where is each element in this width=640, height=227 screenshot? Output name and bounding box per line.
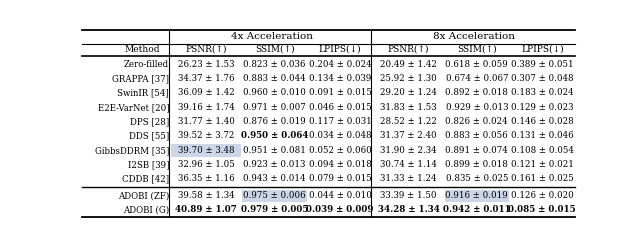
Text: 0.108 ± 0.054: 0.108 ± 0.054 bbox=[511, 146, 573, 155]
Text: 0.094 ± 0.018: 0.094 ± 0.018 bbox=[308, 160, 372, 169]
Text: 36.35 ± 1.16: 36.35 ± 1.16 bbox=[178, 175, 235, 183]
Text: 0.091 ± 0.015: 0.091 ± 0.015 bbox=[308, 89, 372, 97]
Text: 0.129 ± 0.023: 0.129 ± 0.023 bbox=[511, 103, 573, 112]
Text: 0.971 ± 0.007: 0.971 ± 0.007 bbox=[243, 103, 306, 112]
Text: 32.96 ± 1.05: 32.96 ± 1.05 bbox=[178, 160, 235, 169]
Text: 31.33 ± 1.24: 31.33 ± 1.24 bbox=[380, 175, 436, 183]
Text: ADOBI (ZF): ADOBI (ZF) bbox=[118, 191, 169, 200]
Text: 0.204 ± 0.024: 0.204 ± 0.024 bbox=[309, 60, 371, 69]
Text: 0.674 ± 0.067: 0.674 ± 0.067 bbox=[445, 74, 508, 83]
Text: GibbsDDRM [35]: GibbsDDRM [35] bbox=[95, 146, 169, 155]
Text: 0.975 ± 0.006: 0.975 ± 0.006 bbox=[243, 191, 306, 200]
Text: 0.923 ± 0.013: 0.923 ± 0.013 bbox=[243, 160, 306, 169]
Text: 0.951 ± 0.081: 0.951 ± 0.081 bbox=[243, 146, 306, 155]
Text: Zero-filled: Zero-filled bbox=[124, 60, 169, 69]
Text: 25.92 ± 1.30: 25.92 ± 1.30 bbox=[380, 74, 437, 83]
Text: 0.307 ± 0.048: 0.307 ± 0.048 bbox=[511, 74, 573, 83]
Text: DDS [55]: DDS [55] bbox=[129, 131, 169, 141]
Text: ADOBI (G): ADOBI (G) bbox=[123, 205, 169, 215]
Text: 0.942 ± 0.011: 0.942 ± 0.011 bbox=[443, 205, 511, 215]
FancyBboxPatch shape bbox=[445, 204, 509, 217]
Text: 0.126 ± 0.020: 0.126 ± 0.020 bbox=[511, 191, 573, 200]
Text: 0.916 ± 0.019: 0.916 ± 0.019 bbox=[445, 191, 508, 200]
Text: 31.37 ± 2.40: 31.37 ± 2.40 bbox=[380, 131, 436, 141]
FancyBboxPatch shape bbox=[510, 204, 575, 217]
Text: 0.146 ± 0.028: 0.146 ± 0.028 bbox=[511, 117, 573, 126]
FancyBboxPatch shape bbox=[172, 144, 241, 157]
Text: 31.90 ± 2.34: 31.90 ± 2.34 bbox=[380, 146, 436, 155]
Text: LPIPS(↓): LPIPS(↓) bbox=[521, 45, 564, 54]
Text: 39.58 ± 1.34: 39.58 ± 1.34 bbox=[178, 191, 235, 200]
Text: SwinIR [54]: SwinIR [54] bbox=[118, 89, 169, 97]
Text: 0.034 ± 0.048: 0.034 ± 0.048 bbox=[309, 131, 371, 141]
Text: 33.39 ± 1.50: 33.39 ± 1.50 bbox=[380, 191, 436, 200]
Text: I2SB [39]: I2SB [39] bbox=[128, 160, 169, 169]
Text: 0.899 ± 0.018: 0.899 ± 0.018 bbox=[445, 160, 508, 169]
Text: DPS [28]: DPS [28] bbox=[130, 117, 169, 126]
Text: 0.161 ± 0.025: 0.161 ± 0.025 bbox=[511, 175, 573, 183]
Text: 0.823 ± 0.036: 0.823 ± 0.036 bbox=[243, 60, 306, 69]
Text: 0.826 ± 0.024: 0.826 ± 0.024 bbox=[445, 117, 508, 126]
Text: 34.37 ± 1.76: 34.37 ± 1.76 bbox=[178, 74, 235, 83]
Text: 0.883 ± 0.044: 0.883 ± 0.044 bbox=[243, 74, 306, 83]
Text: 20.49 ± 1.42: 20.49 ± 1.42 bbox=[380, 60, 437, 69]
Text: Method: Method bbox=[125, 45, 160, 54]
Text: 0.079 ± 0.015: 0.079 ± 0.015 bbox=[308, 175, 371, 183]
Text: 29.20 ± 1.24: 29.20 ± 1.24 bbox=[380, 89, 437, 97]
Text: 0.979 ± 0.005: 0.979 ± 0.005 bbox=[241, 205, 308, 215]
Text: 0.039 ± 0.009: 0.039 ± 0.009 bbox=[307, 205, 374, 215]
Text: 0.117 ± 0.031: 0.117 ± 0.031 bbox=[308, 117, 371, 126]
Text: 0.131 ± 0.046: 0.131 ± 0.046 bbox=[511, 131, 573, 141]
Text: 0.134 ± 0.039: 0.134 ± 0.039 bbox=[309, 74, 371, 83]
Text: SSIM(↑): SSIM(↑) bbox=[457, 45, 497, 54]
Text: 26.23 ± 1.53: 26.23 ± 1.53 bbox=[178, 60, 235, 69]
Text: LPIPS(↓): LPIPS(↓) bbox=[319, 45, 362, 54]
Text: 40.89 ± 1.07: 40.89 ± 1.07 bbox=[175, 205, 237, 215]
Text: 30.74 ± 1.14: 30.74 ± 1.14 bbox=[380, 160, 437, 169]
Text: 0.835 ± 0.025: 0.835 ± 0.025 bbox=[445, 175, 508, 183]
Text: 0.950 ± 0.064: 0.950 ± 0.064 bbox=[241, 131, 308, 141]
Text: 0.618 ± 0.059: 0.618 ± 0.059 bbox=[445, 60, 508, 69]
Text: 0.892 ± 0.018: 0.892 ± 0.018 bbox=[445, 89, 508, 97]
Text: E2E-VarNet [20]: E2E-VarNet [20] bbox=[98, 103, 169, 112]
Text: 0.891 ± 0.074: 0.891 ± 0.074 bbox=[445, 146, 508, 155]
Text: SSIM(↑): SSIM(↑) bbox=[255, 45, 294, 54]
Text: 34.28 ± 1.34: 34.28 ± 1.34 bbox=[378, 205, 440, 215]
Text: 0.052 ± 0.060: 0.052 ± 0.060 bbox=[308, 146, 371, 155]
Text: 0.389 ± 0.051: 0.389 ± 0.051 bbox=[511, 60, 573, 69]
Text: 39.70 ± 3.48: 39.70 ± 3.48 bbox=[178, 146, 235, 155]
Text: 4x Acceleration: 4x Acceleration bbox=[231, 32, 313, 41]
Text: 8x Acceleration: 8x Acceleration bbox=[433, 32, 515, 41]
Text: 0.121 ± 0.021: 0.121 ± 0.021 bbox=[511, 160, 573, 169]
FancyBboxPatch shape bbox=[373, 204, 444, 217]
Text: 36.09 ± 1.42: 36.09 ± 1.42 bbox=[178, 89, 235, 97]
Text: 39.16 ± 1.74: 39.16 ± 1.74 bbox=[178, 103, 235, 112]
Text: 0.883 ± 0.056: 0.883 ± 0.056 bbox=[445, 131, 508, 141]
Text: CDDB [42]: CDDB [42] bbox=[122, 175, 169, 183]
Text: 0.085 ± 0.015: 0.085 ± 0.015 bbox=[508, 205, 576, 215]
FancyBboxPatch shape bbox=[243, 190, 307, 202]
Text: 31.77 ± 1.40: 31.77 ± 1.40 bbox=[178, 117, 235, 126]
Text: 0.960 ± 0.010: 0.960 ± 0.010 bbox=[243, 89, 306, 97]
Text: GRAPPA [37]: GRAPPA [37] bbox=[112, 74, 169, 83]
Text: 0.046 ± 0.015: 0.046 ± 0.015 bbox=[308, 103, 371, 112]
Text: 39.52 ± 3.72: 39.52 ± 3.72 bbox=[178, 131, 234, 141]
Text: PSNR(↑): PSNR(↑) bbox=[186, 45, 227, 54]
Text: 31.83 ± 1.53: 31.83 ± 1.53 bbox=[380, 103, 436, 112]
Text: PSNR(↑): PSNR(↑) bbox=[388, 45, 429, 54]
Text: 0.183 ± 0.024: 0.183 ± 0.024 bbox=[511, 89, 573, 97]
Text: 0.929 ± 0.013: 0.929 ± 0.013 bbox=[445, 103, 508, 112]
FancyBboxPatch shape bbox=[445, 190, 509, 202]
Text: 28.52 ± 1.22: 28.52 ± 1.22 bbox=[380, 117, 437, 126]
Text: 0.876 ± 0.019: 0.876 ± 0.019 bbox=[243, 117, 306, 126]
FancyBboxPatch shape bbox=[172, 204, 241, 217]
Text: 0.943 ± 0.014: 0.943 ± 0.014 bbox=[243, 175, 306, 183]
Text: 0.044 ± 0.010: 0.044 ± 0.010 bbox=[308, 191, 372, 200]
